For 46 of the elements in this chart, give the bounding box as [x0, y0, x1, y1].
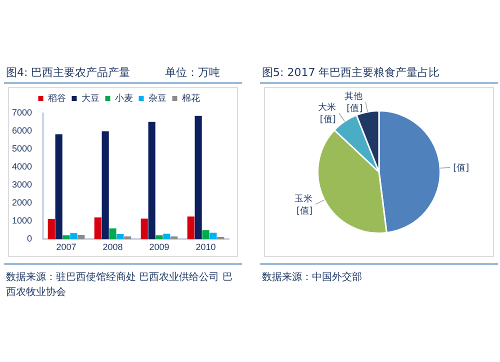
- text: 单位：万吨: [165, 65, 220, 80]
- bar: [163, 234, 170, 240]
- bar: [62, 235, 70, 240]
- legend-label: 杂豆: [148, 92, 166, 103]
- bar: [156, 235, 163, 240]
- slice-label: 玉米: [294, 193, 313, 204]
- legend-label: 棉花: [182, 92, 200, 103]
- x-tick-label: 2008: [102, 242, 123, 252]
- data-label: [值]: [453, 162, 470, 174]
- y-tick-label: 5000: [12, 144, 32, 154]
- slice-label: 大米: [318, 102, 336, 114]
- x-tick-label: 2009: [149, 242, 170, 252]
- source-note: 数据来源：驻巴西使馆经商处 巴西农业供给公司 巴西农牧业协会: [4, 263, 242, 300]
- source-note: 数据来源：中国外交部: [260, 263, 498, 285]
- bar: [140, 218, 148, 240]
- bar: [210, 232, 217, 240]
- bar: [78, 235, 85, 240]
- y-tick-label: 7000: [12, 107, 32, 118]
- chart-title: 图4: 巴西主要农产品产量: [6, 65, 130, 80]
- y-tick-label: 6000: [12, 126, 32, 136]
- y-tick-label: 3000: [12, 180, 32, 190]
- legend-label: 小麦: [114, 92, 133, 103]
- bar: [187, 216, 194, 240]
- data-label: [值]: [296, 205, 313, 216]
- bar: [102, 131, 109, 240]
- bar: [94, 217, 102, 240]
- bar: [48, 219, 55, 240]
- bar: [55, 134, 62, 240]
- slice-label: 其他: [344, 91, 363, 102]
- y-tick-label: 2000: [12, 198, 32, 208]
- data-label: [值]: [346, 103, 363, 114]
- bar: [109, 228, 116, 240]
- x-tick-label: 2010: [196, 242, 216, 252]
- y-tick-label: 0: [27, 234, 32, 244]
- x-tick-label: 2007: [56, 242, 76, 252]
- legend-label: 稻谷: [48, 92, 66, 103]
- bar: [70, 233, 78, 240]
- bar: [194, 116, 202, 240]
- bar: [148, 122, 156, 240]
- y-tick-label: 4000: [12, 162, 32, 172]
- bar: [202, 230, 210, 240]
- y-tick-label: 1000: [12, 216, 32, 226]
- legend-label: 大豆: [81, 92, 100, 103]
- chart-title: 图5: 2017 年巴西主要粮食产量占比: [262, 65, 440, 80]
- data-label: [值]: [320, 114, 336, 126]
- bar: [116, 234, 124, 240]
